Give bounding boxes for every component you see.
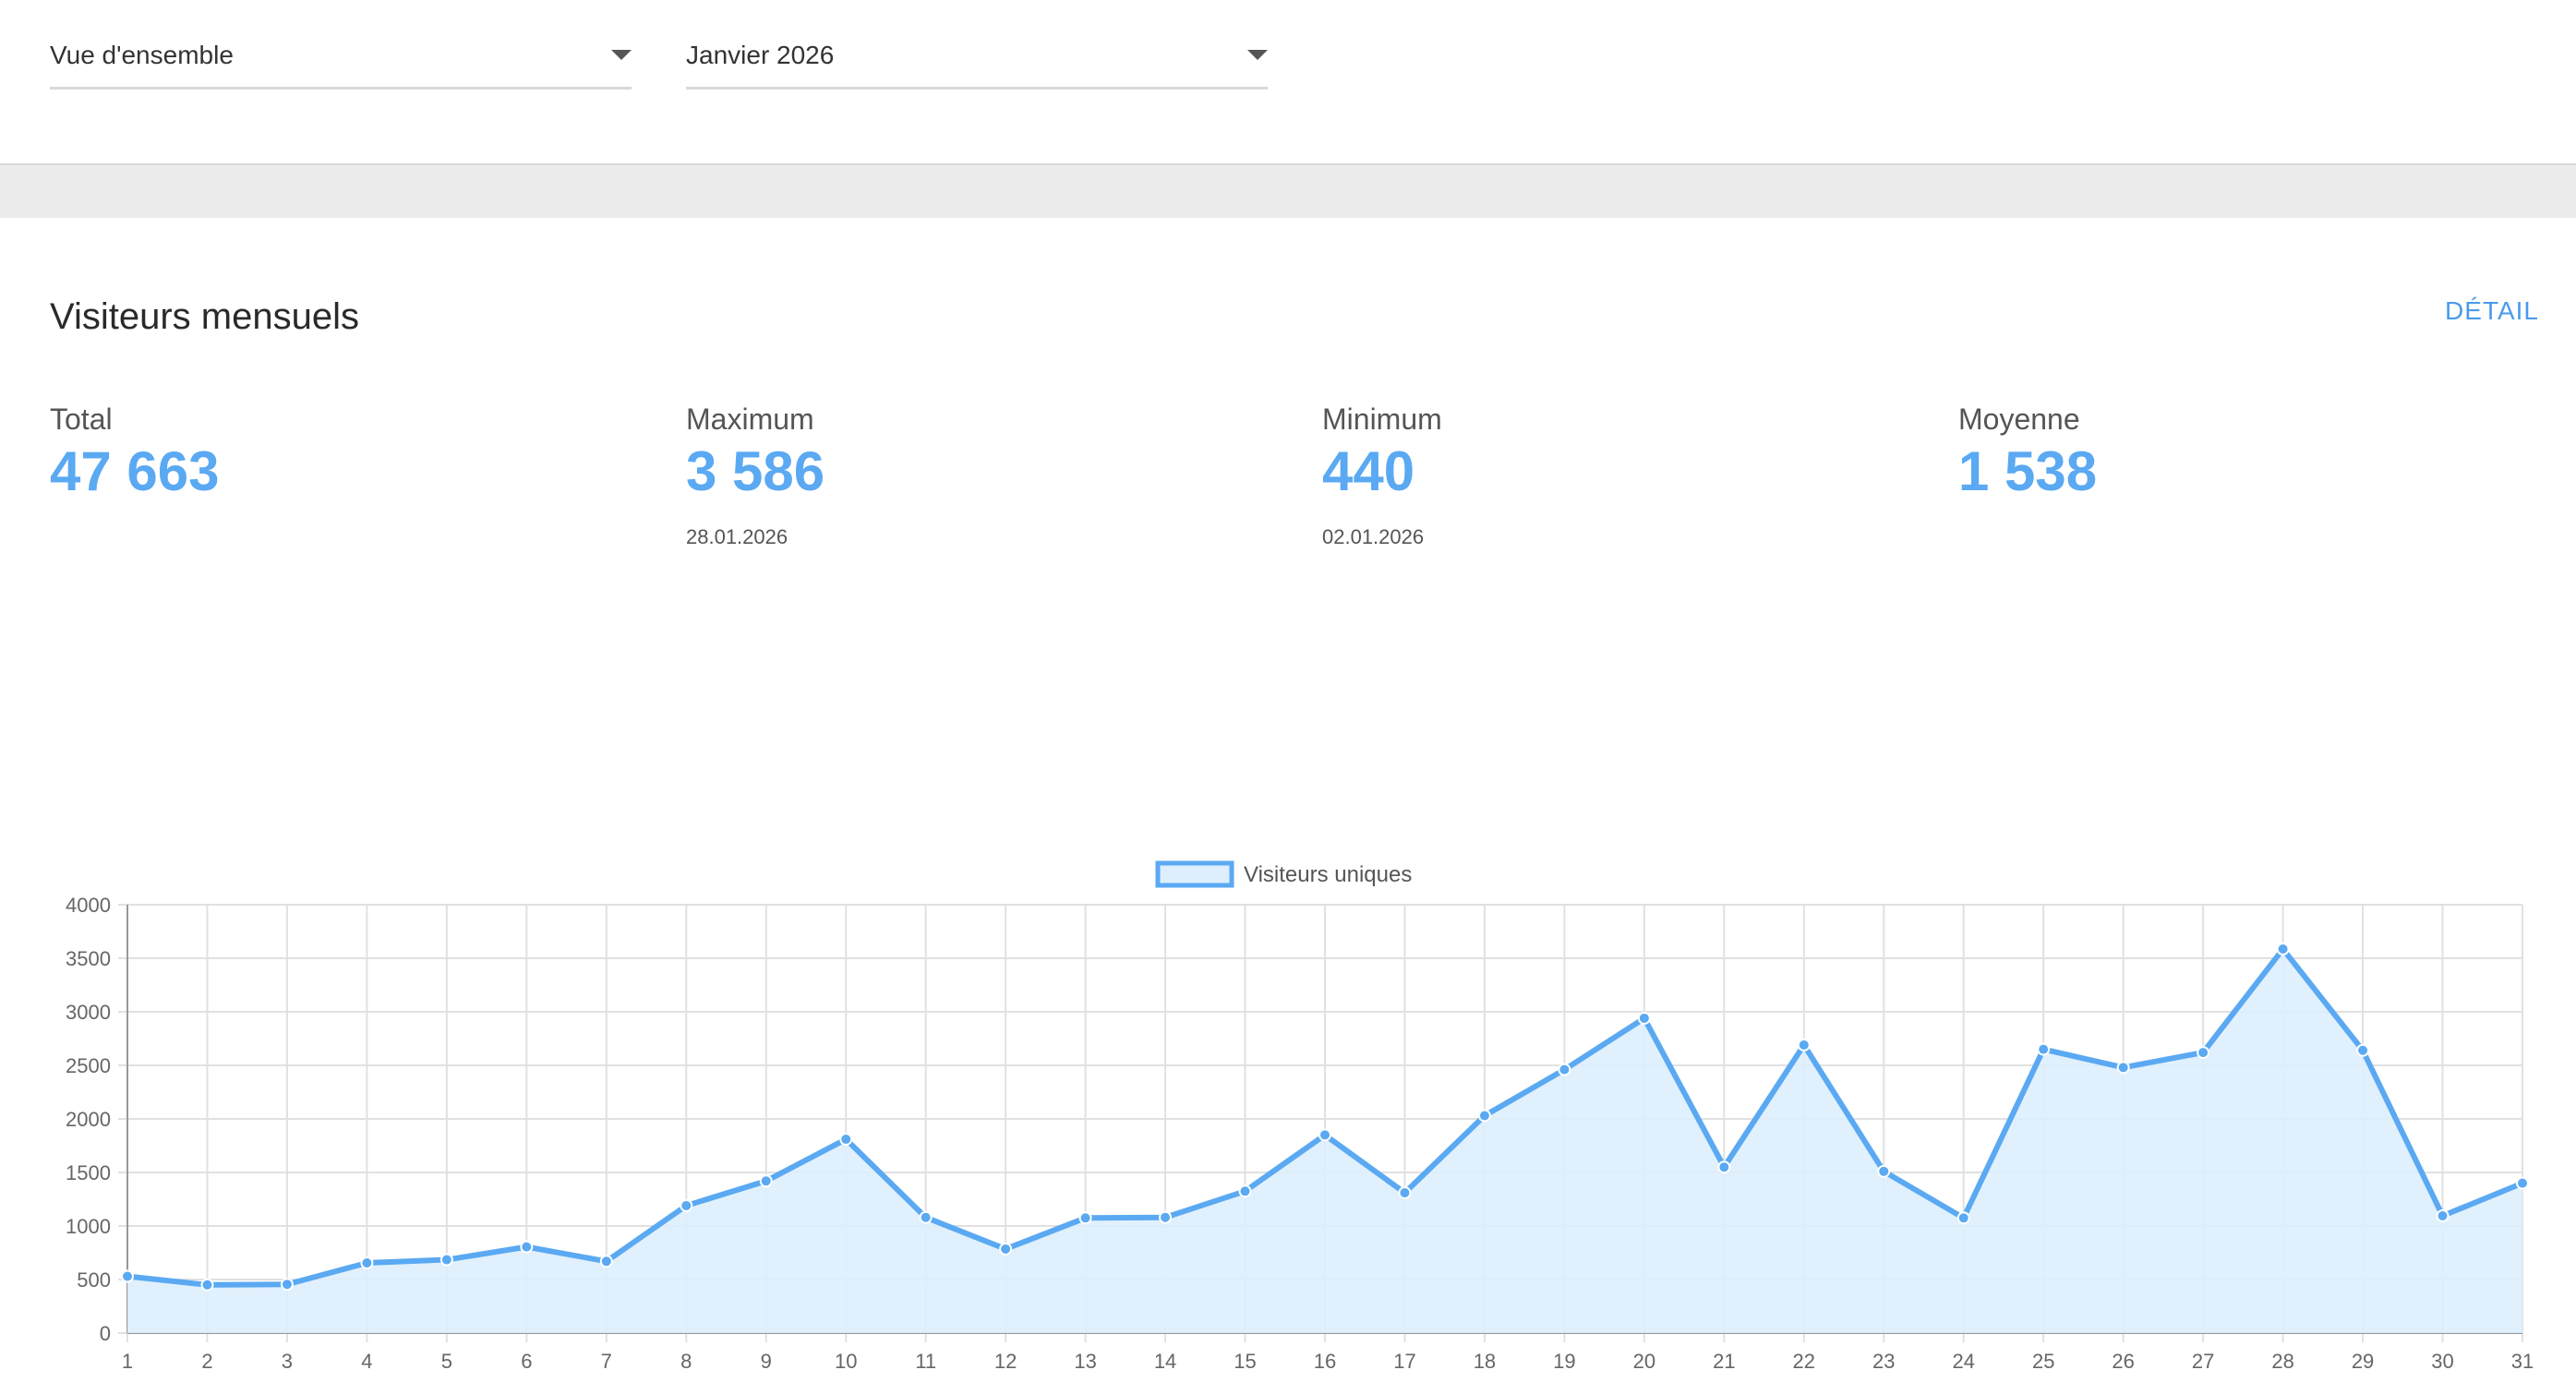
data-point	[121, 1269, 134, 1283]
data-point	[2197, 1046, 2210, 1060]
section-divider	[0, 165, 2576, 218]
data-point	[1078, 1211, 1092, 1225]
x-tick-label: 25	[2032, 1350, 2054, 1373]
x-tick-label: 23	[1872, 1350, 1895, 1373]
x-tick-label: 16	[1314, 1350, 1336, 1373]
data-point	[2516, 1176, 2529, 1190]
data-point	[1797, 1038, 1811, 1052]
x-tick-label: 8	[680, 1350, 692, 1373]
stat-total-label: Total	[50, 403, 113, 436]
legend-swatch	[1155, 860, 1234, 888]
data-point	[599, 1255, 613, 1268]
x-tick-label: 21	[1713, 1350, 1735, 1373]
month-select[interactable]: Janvier 2026	[686, 33, 1268, 90]
x-tick-label: 27	[2192, 1350, 2214, 1373]
data-point	[2436, 1208, 2450, 1222]
data-point	[1877, 1164, 1891, 1178]
data-point	[839, 1133, 853, 1147]
stat-maximum-value: 3 586	[686, 440, 825, 502]
card-title: Visiteurs mensuels	[50, 296, 359, 337]
data-point	[520, 1240, 534, 1254]
x-tick-label: 26	[2112, 1350, 2134, 1373]
data-point	[919, 1210, 933, 1224]
data-point	[999, 1242, 1013, 1256]
chevron-down-icon	[611, 50, 632, 60]
x-tick-label: 9	[761, 1350, 772, 1373]
x-tick-label: 22	[1793, 1350, 1815, 1373]
x-tick-label: 24	[1952, 1350, 1974, 1373]
y-tick-label: 3500	[66, 947, 111, 970]
x-tick-label: 17	[1393, 1350, 1415, 1373]
data-point	[1558, 1063, 1571, 1076]
x-tick-label: 20	[1633, 1350, 1655, 1373]
x-tick-label: 13	[1074, 1350, 1096, 1373]
stat-minimum-value: 440	[1322, 440, 1415, 502]
stat-average-value: 1 538	[1958, 440, 2098, 502]
stat-total: Total 47 663	[50, 403, 604, 499]
x-tick-label: 1	[122, 1350, 133, 1373]
x-tick-label: 19	[1553, 1350, 1575, 1373]
legend-label: Visiteurs uniques	[1244, 862, 1412, 887]
y-tick-label: 3000	[66, 1001, 111, 1024]
stat-maximum: Maximum 3 586 28.01.2026	[686, 403, 1240, 549]
x-tick-label: 7	[601, 1350, 612, 1373]
data-point	[1637, 1011, 1651, 1025]
data-point	[2276, 943, 2290, 956]
stat-maximum-date: 28.01.2026	[686, 525, 788, 548]
data-point	[2037, 1042, 2051, 1056]
stat-minimum: Minimum 440 02.01.2026	[1322, 403, 1876, 549]
x-tick-label: 11	[915, 1350, 936, 1373]
filter-bar: Vue d'ensemble Janvier 2026	[0, 0, 2576, 165]
x-tick-label: 31	[2511, 1350, 2534, 1373]
data-point	[759, 1174, 773, 1188]
view-select[interactable]: Vue d'ensemble	[50, 33, 632, 90]
data-point	[1717, 1160, 1731, 1174]
data-point	[1159, 1210, 1173, 1224]
chevron-down-icon	[1247, 50, 1268, 60]
x-tick-label: 12	[994, 1350, 1017, 1373]
x-tick-label: 18	[1474, 1350, 1496, 1373]
stat-minimum-label: Minimum	[1322, 403, 1442, 436]
view-select-value: Vue d'ensemble	[50, 41, 234, 69]
x-tick-label: 5	[441, 1350, 452, 1373]
data-point	[2356, 1043, 2370, 1057]
y-tick-label: 2000	[66, 1108, 111, 1131]
data-point	[360, 1256, 374, 1270]
x-tick-label: 10	[835, 1350, 857, 1373]
x-tick-label: 15	[1234, 1350, 1256, 1373]
x-tick-label: 6	[521, 1350, 532, 1373]
monthly-visitors-card: Visiteurs mensuels DÉTAIL Total 47 663 M…	[0, 218, 2576, 1373]
data-point	[2116, 1061, 2130, 1075]
data-point	[1956, 1211, 1970, 1225]
x-tick-label: 2	[201, 1350, 212, 1373]
y-tick-label: 2500	[66, 1054, 111, 1077]
x-tick-label: 14	[1154, 1350, 1176, 1373]
x-tick-label: 29	[2352, 1350, 2374, 1373]
stat-average-label: Moyenne	[1958, 403, 2080, 436]
stat-total-value: 47 663	[50, 440, 220, 502]
y-tick-label: 0	[100, 1322, 111, 1345]
x-tick-label: 4	[361, 1350, 372, 1373]
stat-minimum-date: 02.01.2026	[1322, 525, 1425, 548]
data-point	[1477, 1109, 1491, 1123]
month-select-value: Janvier 2026	[686, 41, 835, 69]
y-tick-label: 4000	[66, 894, 111, 917]
y-tick-label: 500	[77, 1268, 111, 1292]
data-point	[439, 1253, 453, 1267]
stat-maximum-label: Maximum	[686, 403, 814, 436]
x-tick-label: 30	[2431, 1350, 2453, 1373]
y-tick-label: 1000	[66, 1215, 111, 1238]
detail-button[interactable]: DÉTAIL	[2445, 296, 2539, 325]
data-point	[1398, 1186, 1412, 1200]
data-point	[1318, 1128, 1331, 1142]
x-tick-label: 28	[2271, 1350, 2293, 1373]
data-point	[280, 1278, 294, 1292]
y-tick-label: 1500	[66, 1161, 111, 1184]
stat-average: Moyenne 1 538	[1958, 403, 2512, 499]
x-tick-label: 3	[282, 1350, 293, 1373]
data-point	[1238, 1184, 1252, 1198]
data-point	[200, 1278, 214, 1292]
